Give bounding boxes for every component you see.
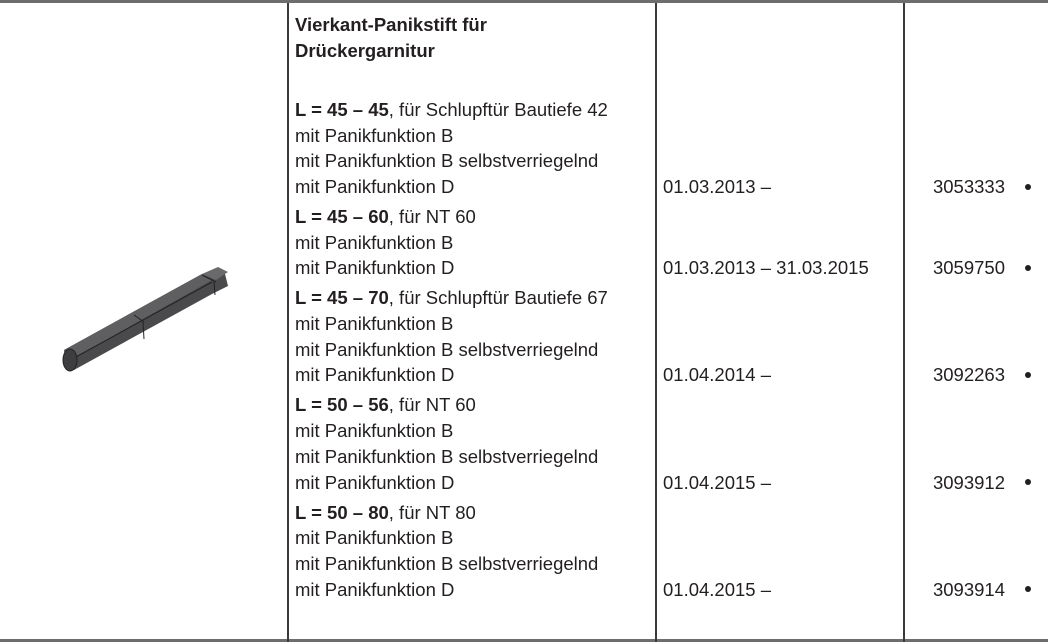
variant-row: L = 45 – 60, für NT 60 mit Panikfunktion… — [0, 204, 1048, 281]
article-number: 3092263 — [932, 364, 1005, 386]
validity-date: 01.04.2014 – — [663, 364, 772, 386]
length-label: L = 45 – 45 — [295, 99, 389, 120]
variant-row: L = 50 – 56, für NT 60 mit Panikfunktion… — [0, 392, 1048, 495]
variant-desc: , für Schlupftür Bautiefe 67 — [388, 287, 608, 309]
article-number: 3093912 — [932, 471, 1005, 493]
title-line: Vierkant-Panikstift für — [295, 14, 487, 35]
column-divider — [287, 3, 289, 642]
validity-date: 01.03.2013 – 31.03.2015 — [663, 257, 869, 279]
variant-option: mit Panikfunktion D — [295, 176, 455, 198]
bullet-icon — [1025, 479, 1031, 486]
variant-option: mit Panikfunktion B selbstverriegelnd — [295, 445, 599, 467]
variant-desc: , für NT 80 — [388, 501, 476, 523]
variant-option: mit Panikfunktion D — [295, 364, 455, 386]
variant-option: mit Panikfunktion B selbstverriegelnd — [295, 552, 599, 574]
validity-date: 01.04.2015 – — [663, 471, 772, 493]
validity-date: 01.03.2013 – — [663, 176, 772, 198]
table-top-border — [0, 0, 1048, 3]
article-number: 3053333 — [932, 176, 1005, 198]
panic-pin-image — [62, 267, 228, 372]
title-line: Drückergarnitur — [295, 40, 435, 61]
variant-option: mit Panikfunktion B — [295, 124, 454, 146]
article-number: 3093914 — [932, 578, 1005, 600]
variant-option: mit Panikfunktion B selbstverriegelnd — [295, 338, 599, 360]
variant-option: mit Panikfunktion D — [295, 257, 455, 279]
bullet-icon — [1025, 183, 1031, 190]
variant-list: L = 45 – 45, für Schlupftür Bautiefe 42 … — [0, 97, 1048, 607]
variant-option: mit Panikfunktion D — [295, 578, 455, 600]
variant-option: mit Panikfunktion D — [295, 471, 455, 493]
bullet-icon — [1025, 372, 1031, 379]
column-divider — [903, 3, 905, 642]
variant-option: mit Panikfunktion B selbstverriegelnd — [295, 150, 599, 172]
variant-desc: , für NT 60 — [388, 206, 476, 228]
length-label: L = 45 – 60 — [295, 206, 389, 228]
variant-option: mit Panikfunktion B — [295, 313, 454, 335]
length-label: L = 50 – 80 — [295, 501, 389, 523]
length-label: L = 50 – 56 — [295, 394, 389, 416]
bullet-icon — [1025, 265, 1031, 272]
variant-row: L = 50 – 80, für NT 80 mit Panikfunktion… — [0, 500, 1048, 603]
article-number: 3059750 — [932, 257, 1005, 279]
length-label: L = 45 – 70 — [295, 287, 389, 309]
variant-row: L = 45 – 70, für Schlupftür Bautiefe 67 … — [0, 285, 1048, 388]
variant-desc: , für NT 60 — [388, 394, 476, 416]
variant-option: mit Panikfunktion B — [295, 231, 454, 253]
bullet-icon — [1025, 586, 1031, 593]
variant-option: mit Panikfunktion B — [295, 527, 454, 549]
variant-option: mit Panikfunktion B — [295, 420, 454, 442]
table-bottom-border — [0, 639, 1048, 642]
variant-row: L = 45 – 45, für Schlupftür Bautiefe 42 … — [0, 97, 1048, 200]
product-title: Vierkant-Panikstift für Drückergarnitur — [295, 12, 487, 64]
column-divider — [655, 3, 657, 642]
validity-date: 01.04.2015 – — [663, 578, 772, 600]
variant-desc: , für Schlupftür Bautiefe 42 — [388, 99, 608, 120]
